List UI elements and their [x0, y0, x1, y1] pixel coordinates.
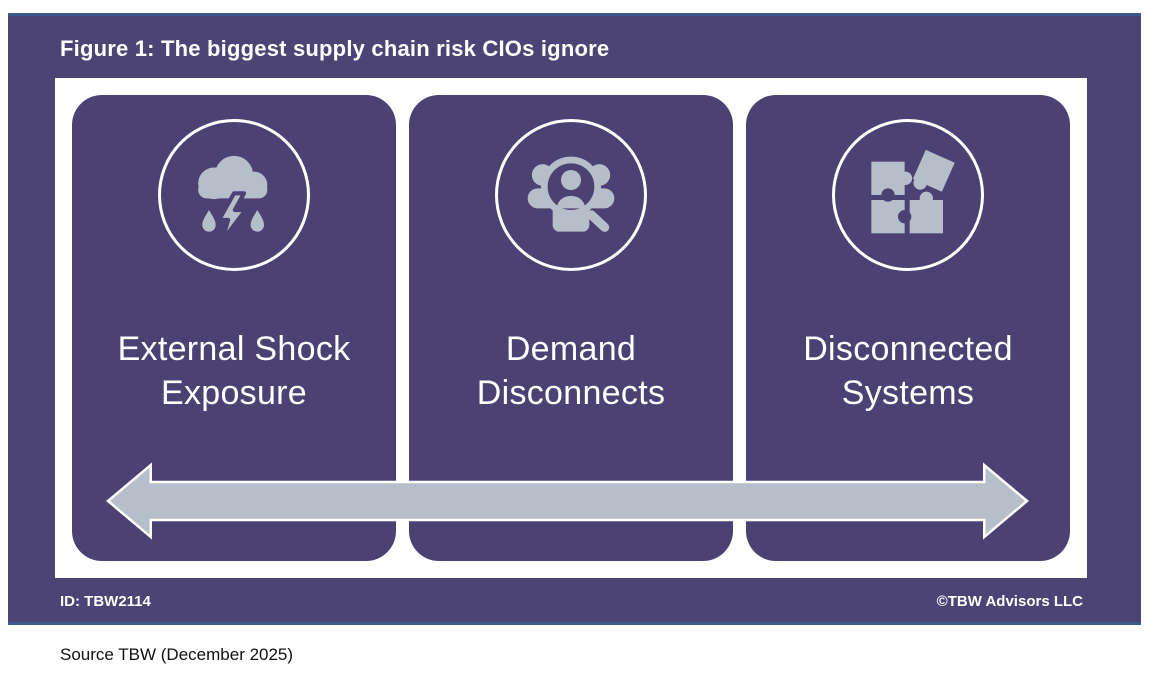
copyright-label: ©TBW Advisors LLC	[936, 593, 1083, 610]
figure-panel: External Shock Exposure	[55, 78, 1087, 578]
source-note: Source TBW (December 2025)	[60, 645, 294, 664]
figure-footer: ID: TBW2114 ©TBW Advisors LLC	[60, 593, 1083, 610]
figure-title: Figure 1: The biggest supply chain risk …	[60, 36, 610, 61]
card-title: External Shock Exposure	[117, 330, 351, 413]
storm-cloud-icon	[158, 119, 310, 271]
figure-frame: Figure 1: The biggest supply chain risk …	[8, 13, 1141, 625]
card-external-shock-exposure: External Shock Exposure	[72, 95, 396, 561]
figure-id: ID: TBW2114	[60, 593, 151, 610]
people-magnifier-icon	[495, 119, 647, 271]
card-demand-disconnects: Demand Disconnects	[409, 95, 733, 561]
card-title: Disconnected Systems	[803, 330, 1013, 413]
puzzle-pieces-icon	[832, 119, 984, 271]
cards-row: External Shock Exposure	[72, 95, 1070, 561]
card-title: Demand Disconnects	[476, 330, 666, 413]
card-disconnected-systems: Disconnected Systems	[746, 95, 1070, 561]
